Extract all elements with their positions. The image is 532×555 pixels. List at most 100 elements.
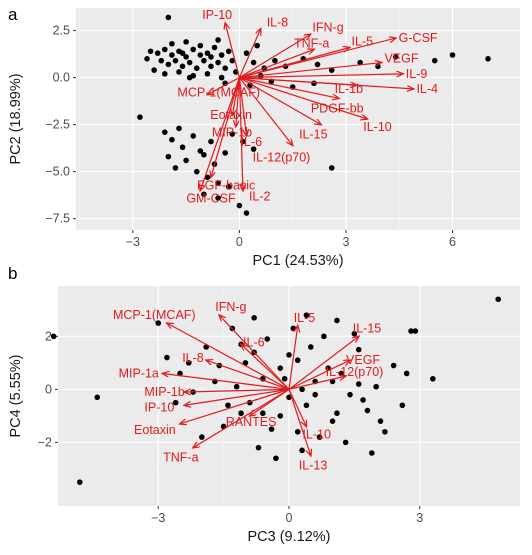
vector-label: Eotaxin [134, 423, 176, 437]
data-point [311, 80, 317, 87]
vector-label: IL-5 [294, 311, 316, 325]
data-point [193, 65, 200, 72]
vector-label: IL-12(p70) [326, 365, 384, 379]
data-point [312, 391, 318, 398]
data-point [225, 48, 232, 55]
data-point [342, 439, 349, 446]
data-point [255, 444, 262, 451]
data-point [294, 428, 301, 435]
data-point [299, 447, 305, 454]
data-point [154, 50, 161, 56]
data-point [334, 410, 340, 417]
data-point [355, 346, 362, 353]
loading-vector [288, 326, 298, 390]
vector-label: VEGF [346, 353, 380, 367]
data-point [208, 63, 214, 70]
y-tick-label: 0 [45, 382, 52, 396]
data-point [162, 46, 168, 53]
data-point [286, 394, 292, 401]
data-point [375, 63, 381, 70]
data-point [186, 59, 193, 66]
data-point [218, 52, 225, 58]
vector-label: IL-10 [302, 427, 331, 441]
vector-label: IL-8 [182, 351, 204, 365]
data-point [250, 146, 257, 152]
vector-label: IFN-g [312, 20, 343, 34]
loading-vector [288, 389, 311, 455]
data-point [229, 131, 236, 137]
data-point [286, 352, 292, 358]
y-axis-title: PC4 (5.55%) [8, 354, 24, 437]
data-point [208, 138, 214, 145]
data-point [236, 202, 243, 209]
vector-label: IL-15 [353, 321, 382, 335]
data-point [172, 165, 179, 171]
data-point [197, 148, 204, 154]
loading-vector [180, 388, 290, 423]
data-point [277, 365, 284, 371]
data-point [201, 151, 207, 158]
vector-label: IL-15 [299, 128, 328, 142]
loading-vector [239, 77, 338, 99]
data-point [151, 67, 157, 73]
vector-label: IL-13 [299, 459, 328, 473]
data-point [328, 165, 335, 171]
data-point [268, 426, 275, 432]
vector-label: IFN-g [215, 300, 246, 314]
data-point [215, 180, 221, 186]
data-point [179, 63, 186, 70]
loading-vector [206, 360, 290, 390]
y-tick-label: −2 [38, 435, 52, 449]
loading-vector [239, 77, 413, 89]
data-point [303, 402, 310, 409]
data-point [222, 65, 228, 72]
data-point [172, 57, 179, 64]
data-point [169, 52, 175, 58]
data-point [369, 450, 375, 456]
data-point [201, 191, 207, 198]
loading-vector [193, 388, 290, 447]
data-point [243, 50, 250, 56]
data-point [485, 55, 491, 62]
data-point [190, 133, 197, 139]
data-point [403, 370, 410, 377]
vector-label: IL-6 [243, 335, 265, 349]
y-tick-label: −7.5 [45, 212, 70, 226]
data-point [172, 399, 179, 406]
panel-tag-a: a [8, 5, 18, 24]
data-point [208, 54, 214, 60]
data-point [164, 354, 170, 361]
vector-label: MCP-1(MCAF) [113, 308, 196, 322]
data-point [218, 74, 225, 81]
data-point [254, 42, 260, 49]
data-point [303, 312, 310, 318]
data-point [290, 325, 297, 332]
data-point [281, 375, 288, 382]
data-point [179, 144, 186, 151]
loading-vector [241, 344, 290, 390]
data-point [328, 67, 335, 73]
x-tick-label: 6 [449, 235, 456, 249]
data-point [364, 407, 371, 414]
data-point [165, 61, 172, 68]
data-point [50, 333, 57, 340]
data-point [373, 383, 379, 390]
x-tick-label: −3 [151, 511, 165, 525]
x-tick-label: 0 [236, 235, 243, 249]
data-point [177, 370, 183, 377]
data-point [408, 328, 414, 334]
data-point [147, 48, 154, 55]
loading-vector [207, 77, 240, 95]
loading-vector [288, 360, 350, 390]
data-point [250, 59, 257, 66]
vector-label: MCP-1(MCAF) [177, 86, 260, 100]
data-point [94, 394, 101, 401]
data-point [137, 114, 143, 120]
data-point [222, 150, 228, 156]
data-point [360, 397, 366, 403]
loading-vector [167, 323, 290, 390]
loading-vector [288, 376, 346, 390]
data-point [251, 315, 257, 321]
vector-label: TNF-a [163, 451, 198, 465]
data-point [264, 336, 271, 342]
